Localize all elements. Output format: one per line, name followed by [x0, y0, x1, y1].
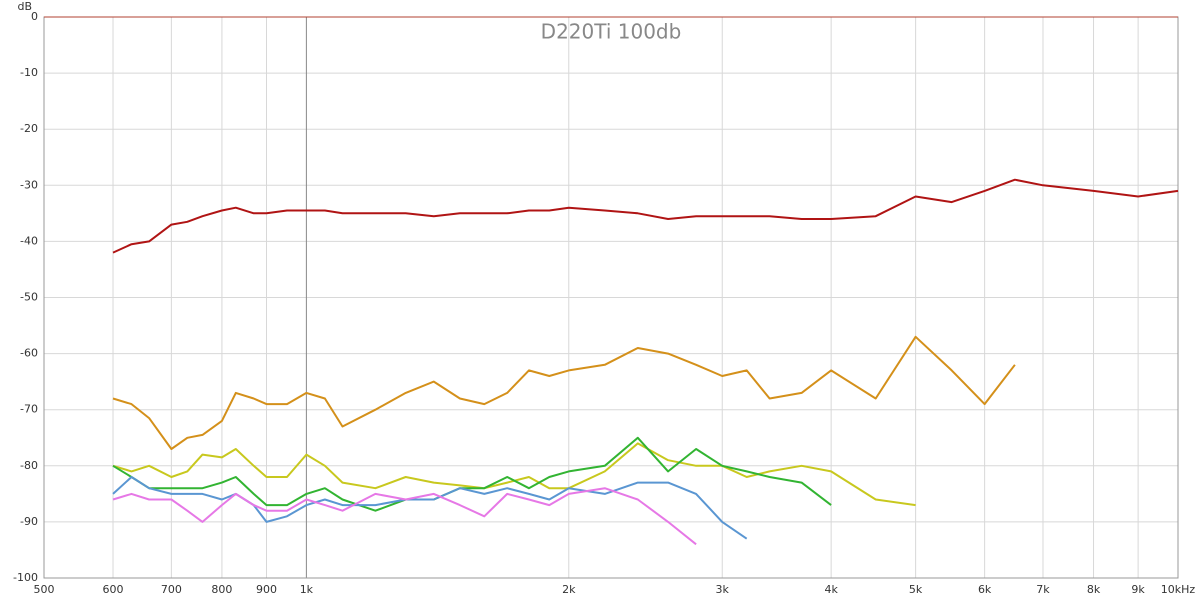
x-tick-label: 500 [34, 583, 55, 596]
series-line [112, 476, 748, 540]
x-tick-label: 4k [824, 583, 838, 596]
x-tick-label: 8k [1087, 583, 1101, 596]
x-tick-label: 900 [256, 583, 277, 596]
y-tick-label: -40 [20, 234, 38, 247]
y-tick-label: -20 [20, 122, 38, 135]
x-tick-label: 3k [716, 583, 730, 596]
y-tick-label: -30 [20, 178, 38, 191]
series-line [112, 487, 697, 546]
series-line [112, 178, 1179, 254]
y-tick-label: -50 [20, 291, 38, 304]
y-axis-label: dB [17, 0, 32, 13]
chart-title: D220Ti 100db [541, 20, 682, 44]
x-tick-label: 700 [161, 583, 182, 596]
series-line [112, 335, 1016, 450]
x-tick-label: 2k [562, 583, 576, 596]
y-tick-label: -10 [20, 66, 38, 79]
x-tick-label: 10kHz [1161, 583, 1196, 596]
x-tick-label: 9k [1131, 583, 1145, 596]
y-tick-label: -90 [20, 515, 38, 528]
x-tick-label: 1k [300, 583, 314, 596]
series-line [112, 442, 916, 507]
x-tick-label: 6k [978, 583, 992, 596]
x-tick-label: 600 [103, 583, 124, 596]
x-tick-label: 5k [909, 583, 923, 596]
y-tick-label: 0 [31, 10, 38, 23]
y-tick-label: -60 [20, 347, 38, 360]
y-tick-label: -80 [20, 459, 38, 472]
x-tick-label: 800 [211, 583, 232, 596]
y-tick-label: -100 [13, 571, 38, 584]
x-tick-label: 7k [1036, 583, 1050, 596]
y-tick-label: -70 [20, 403, 38, 416]
